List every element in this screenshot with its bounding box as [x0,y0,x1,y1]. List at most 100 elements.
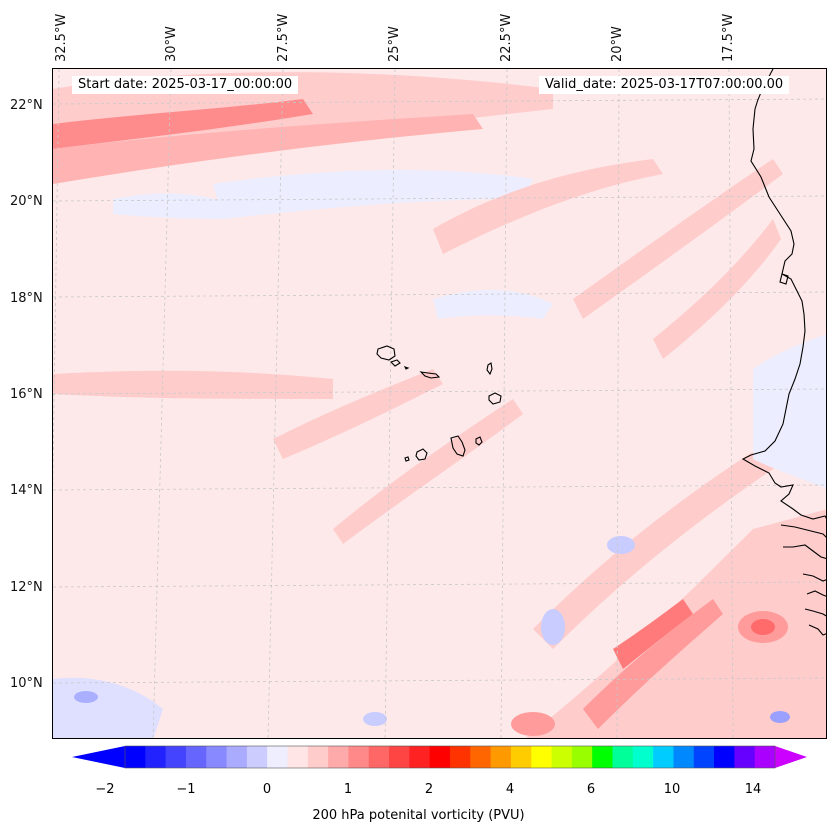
lat-label-22n: 22°N [10,98,43,113]
island-santiago [450,435,466,457]
colorbar-segment [368,746,390,768]
colorbar-title: 200 hPa potenital vorticity (PVU) [312,808,525,823]
island-santa-luzia [403,366,410,370]
colorbar-tick-label: 4 [505,782,515,797]
colorbar-tick-label: 6 [586,782,596,797]
colorbar-segment [531,746,553,768]
west-africa-interior-border [779,273,789,285]
cape-verde-islands [376,345,502,462]
colorbar-segment [693,746,715,768]
colorbar-segment [673,746,695,768]
pv-band-central-2 [333,399,523,544]
lat-label-16n: 16°N [10,387,43,402]
colorbar-extend-low [72,746,125,768]
lon-label-25w: 25°W [387,26,402,62]
colorbar [72,745,807,769]
lon-label-17-5w: 17.5°W [721,13,736,62]
colorbar-segment [328,746,349,768]
lat-label-20n: 20°N [10,194,43,209]
gridline-lon-27-5w [267,69,284,738]
island-maio [475,436,483,446]
pv-core-north [53,99,313,149]
pv-low-blob-2 [607,536,635,554]
pv-low-north [213,169,533,219]
valid-date-label: Valid_date: 2025-03-17T07:00:00.00 [539,76,790,94]
colorbar-segment [287,746,309,768]
pv-band-north-mid [53,114,483,184]
west-africa-coastline [741,69,826,636]
colorbar-segment [206,746,228,768]
pv-low-blob-3 [363,712,387,726]
colorbar-segment [348,746,370,768]
island-sao-vicente [389,359,401,367]
pv-band-diag-2 [573,159,783,319]
colorbar-segment [754,746,776,768]
pv-core-south [511,712,555,736]
lat-label-18n: 18°N [10,291,43,306]
colorbar-segment [551,746,573,768]
island-boa-vista [488,392,502,405]
pv-core-southeast-2 [613,599,693,669]
colorbar-tick-label: −2 [95,782,115,797]
colorbar-segment [226,746,248,768]
island-brava [404,456,410,462]
colorbar-segment [185,746,207,768]
pv-min-southwest [74,691,98,703]
lon-label-22-5w: 22.5°W [499,13,514,62]
pv-band-diag-1 [433,159,663,254]
colorbar-segment [389,746,410,768]
pv-low-blob-1 [541,609,565,645]
colorbar-segment [125,746,146,768]
lon-label-32-5w: 32.5°W [54,13,69,62]
colorbar-segment [165,746,187,768]
colorbar-segment [734,746,756,768]
colorbar-segment [307,746,329,768]
map-canvas [53,69,826,738]
island-santo-antao [376,345,396,361]
pv-band-west-16n [53,370,333,399]
colorbar-segment [571,746,593,768]
colorbar-tick-label: 1 [343,782,353,797]
colorbar-segment [612,746,634,768]
colorbar-segment [267,746,288,768]
gridline-lon-30w [152,69,172,738]
pv-band-central-1 [273,369,443,459]
pv-low-southwest [53,677,163,738]
lat-label-10n: 10°N [10,676,43,691]
lon-label-30w: 30°W [164,26,179,62]
colorbar-segment [409,746,431,768]
colorbar-segment [246,746,268,768]
start-date-label: Start date: 2025-03-17_00:00:00 [72,76,299,94]
lon-label-27-5w: 27.5°W [276,13,291,62]
pv-core-southeast-4 [751,619,775,635]
coastlines [741,69,826,636]
pv-low-center [433,289,553,319]
colorbar-tick-label: −1 [176,782,196,797]
colorbar-segments [125,746,776,768]
graticule [53,69,826,738]
gridline-lon-17-5w [728,69,734,738]
colorbar-segment [470,746,492,768]
colorbar-tick-label: 2 [424,782,434,797]
lat-label-14n: 14°N [10,483,43,498]
colorbar-segment [429,746,451,768]
colorbar-segment [510,746,532,768]
pv-core-southeast-1 [583,599,723,729]
gridline-lon-20w [616,69,620,738]
pv-band-diag-3 [653,219,781,359]
colorbar-extend-high [775,746,807,768]
colorbar-tick-label: 10 [663,782,681,797]
pv-band-east-diag [533,439,788,649]
map-panel[interactable] [52,68,827,739]
colorbar-segment [592,746,613,768]
gridline-lon-22-5w [500,69,508,738]
island-sao-nicolau [419,371,441,379]
lat-label-12n: 12°N [10,580,43,595]
island-fogo [415,448,428,461]
colorbar-tick-label: 14 [744,782,762,797]
colorbar-segment [145,746,167,768]
colorbar-segment [714,746,735,768]
gridline-lon-25w [384,69,396,738]
colorbar-tick-label: 0 [262,782,272,797]
pv-low-blob-4 [770,711,790,723]
